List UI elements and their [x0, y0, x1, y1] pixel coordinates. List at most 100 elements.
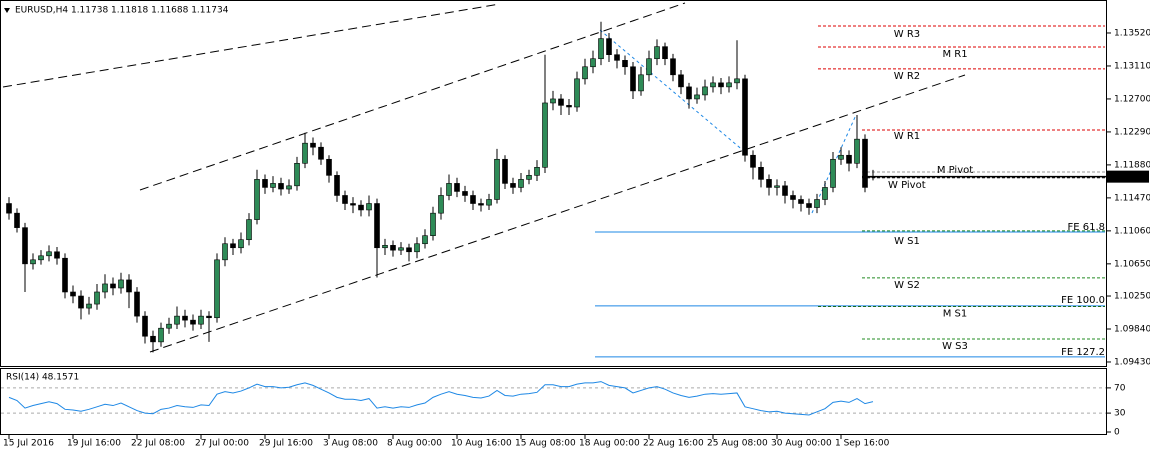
- candle-body: [302, 142, 308, 164]
- candle-body: [198, 315, 204, 325]
- candle-body: [798, 199, 804, 204]
- candle-body: [630, 66, 636, 92]
- y-tick-label: 1.10650: [1114, 259, 1150, 269]
- candle-body: [462, 191, 468, 196]
- collapse-icon: [4, 8, 10, 13]
- candle-body: [398, 247, 404, 251]
- candle-body: [118, 279, 124, 289]
- candle-body: [366, 203, 372, 211]
- candle-body: [374, 203, 380, 249]
- candle-body: [358, 204, 364, 211]
- candle-body: [822, 187, 828, 200]
- candle-body: [46, 251, 52, 257]
- candle-body: [214, 259, 220, 319]
- candle-body: [206, 315, 212, 319]
- x-tick-label: 15 Jul 2016: [3, 439, 54, 449]
- y-tick-label: 0: [1114, 428, 1120, 438]
- x-tick-label: 10 Aug 16:00: [451, 439, 512, 449]
- candle-body: [598, 38, 604, 60]
- y-tick-label: 1.09840: [1114, 324, 1150, 334]
- candle-body: [134, 291, 140, 317]
- candle-body: [590, 58, 596, 68]
- candle-body: [350, 203, 356, 206]
- candle-body: [390, 245, 396, 251]
- candle-body: [750, 154, 756, 168]
- last-price-label: 1.11734: [1111, 172, 1148, 182]
- level-label: W R1: [894, 131, 920, 142]
- y-tick-label: 1.11060: [1114, 226, 1150, 236]
- candle-body: [782, 185, 788, 196]
- candle-body: [278, 183, 284, 190]
- price-panel: [0, 0, 1107, 367]
- level-label: FE 61.8: [1067, 222, 1105, 233]
- zigzag: [599, 29, 857, 214]
- level-label: M R1: [942, 49, 967, 60]
- level-label: W R3: [894, 29, 920, 40]
- candle-body: [670, 58, 676, 76]
- candle-body: [694, 94, 700, 100]
- candle-body: [246, 219, 252, 241]
- candle-body: [342, 195, 348, 204]
- level-label: W S1: [894, 236, 920, 247]
- candle-body: [102, 283, 108, 293]
- x-tick-label: 3 Aug 08:00: [323, 439, 378, 449]
- x-tick-label: 15 Aug 08:00: [515, 439, 576, 449]
- y-tick-label: 1.13520: [1114, 28, 1150, 38]
- chart-title: EURUSD,H4 1.11738 1.11818 1.11688 1.1173…: [15, 6, 229, 16]
- candle-body: [686, 86, 692, 100]
- candle-body: [454, 183, 460, 192]
- candle-body: [838, 154, 844, 160]
- candle-body: [94, 291, 100, 305]
- rsi-line: [8, 381, 874, 416]
- candle-body: [726, 82, 732, 88]
- level-label: W S3: [942, 341, 968, 352]
- candle-body: [638, 74, 644, 92]
- trend-lines: [2, 2, 966, 353]
- candle-body: [126, 279, 132, 293]
- candle-body: [166, 323, 172, 329]
- candle-body: [6, 203, 12, 214]
- candle-body: [78, 295, 84, 309]
- candle-body: [502, 158, 508, 184]
- candle-body: [54, 251, 60, 259]
- y-tick-label: 1.12290: [1114, 127, 1150, 137]
- candle-body: [182, 315, 188, 321]
- candle-body: [286, 185, 292, 190]
- candle-body: [758, 167, 764, 180]
- candle-body: [382, 245, 388, 249]
- trend-line: [139, 2, 686, 191]
- candle-body: [230, 243, 236, 249]
- candle-body: [510, 183, 516, 188]
- candle-body: [574, 78, 580, 108]
- candle-body: [566, 105, 572, 108]
- candle-body: [806, 203, 812, 208]
- candle-body: [854, 138, 860, 164]
- zigzag-line: [599, 29, 746, 153]
- candle-body: [270, 183, 276, 188]
- candle-body: [86, 303, 92, 309]
- candle-body: [558, 98, 564, 106]
- x-tick-label: 8 Aug 00:00: [387, 439, 442, 449]
- candle-body: [62, 257, 68, 293]
- candle-body: [814, 199, 820, 208]
- candle-body: [326, 158, 332, 176]
- y-tick-label: 1.10250: [1114, 292, 1150, 302]
- last-price-tag: [1107, 170, 1149, 183]
- x-tick-label: 19 Jul 16:00: [67, 439, 121, 449]
- candle-body: [310, 142, 316, 148]
- candle-body: [518, 179, 524, 188]
- x-tick-label: 1 Sep 16:00: [835, 439, 890, 449]
- y-tick-label: 1.12700: [1114, 94, 1150, 104]
- y-tick-label: 1.11470: [1114, 193, 1150, 203]
- candle-body: [222, 243, 228, 261]
- candle-body: [862, 138, 868, 188]
- candle-body: [534, 167, 540, 176]
- candle-body: [742, 78, 748, 156]
- x-tick-label: 25 Aug 08:00: [707, 439, 768, 449]
- candle-body: [14, 212, 20, 228]
- level-label: FE 127.2: [1061, 347, 1105, 358]
- level-label: W Pivot: [888, 180, 926, 191]
- y-tick-label: 70: [1114, 383, 1126, 393]
